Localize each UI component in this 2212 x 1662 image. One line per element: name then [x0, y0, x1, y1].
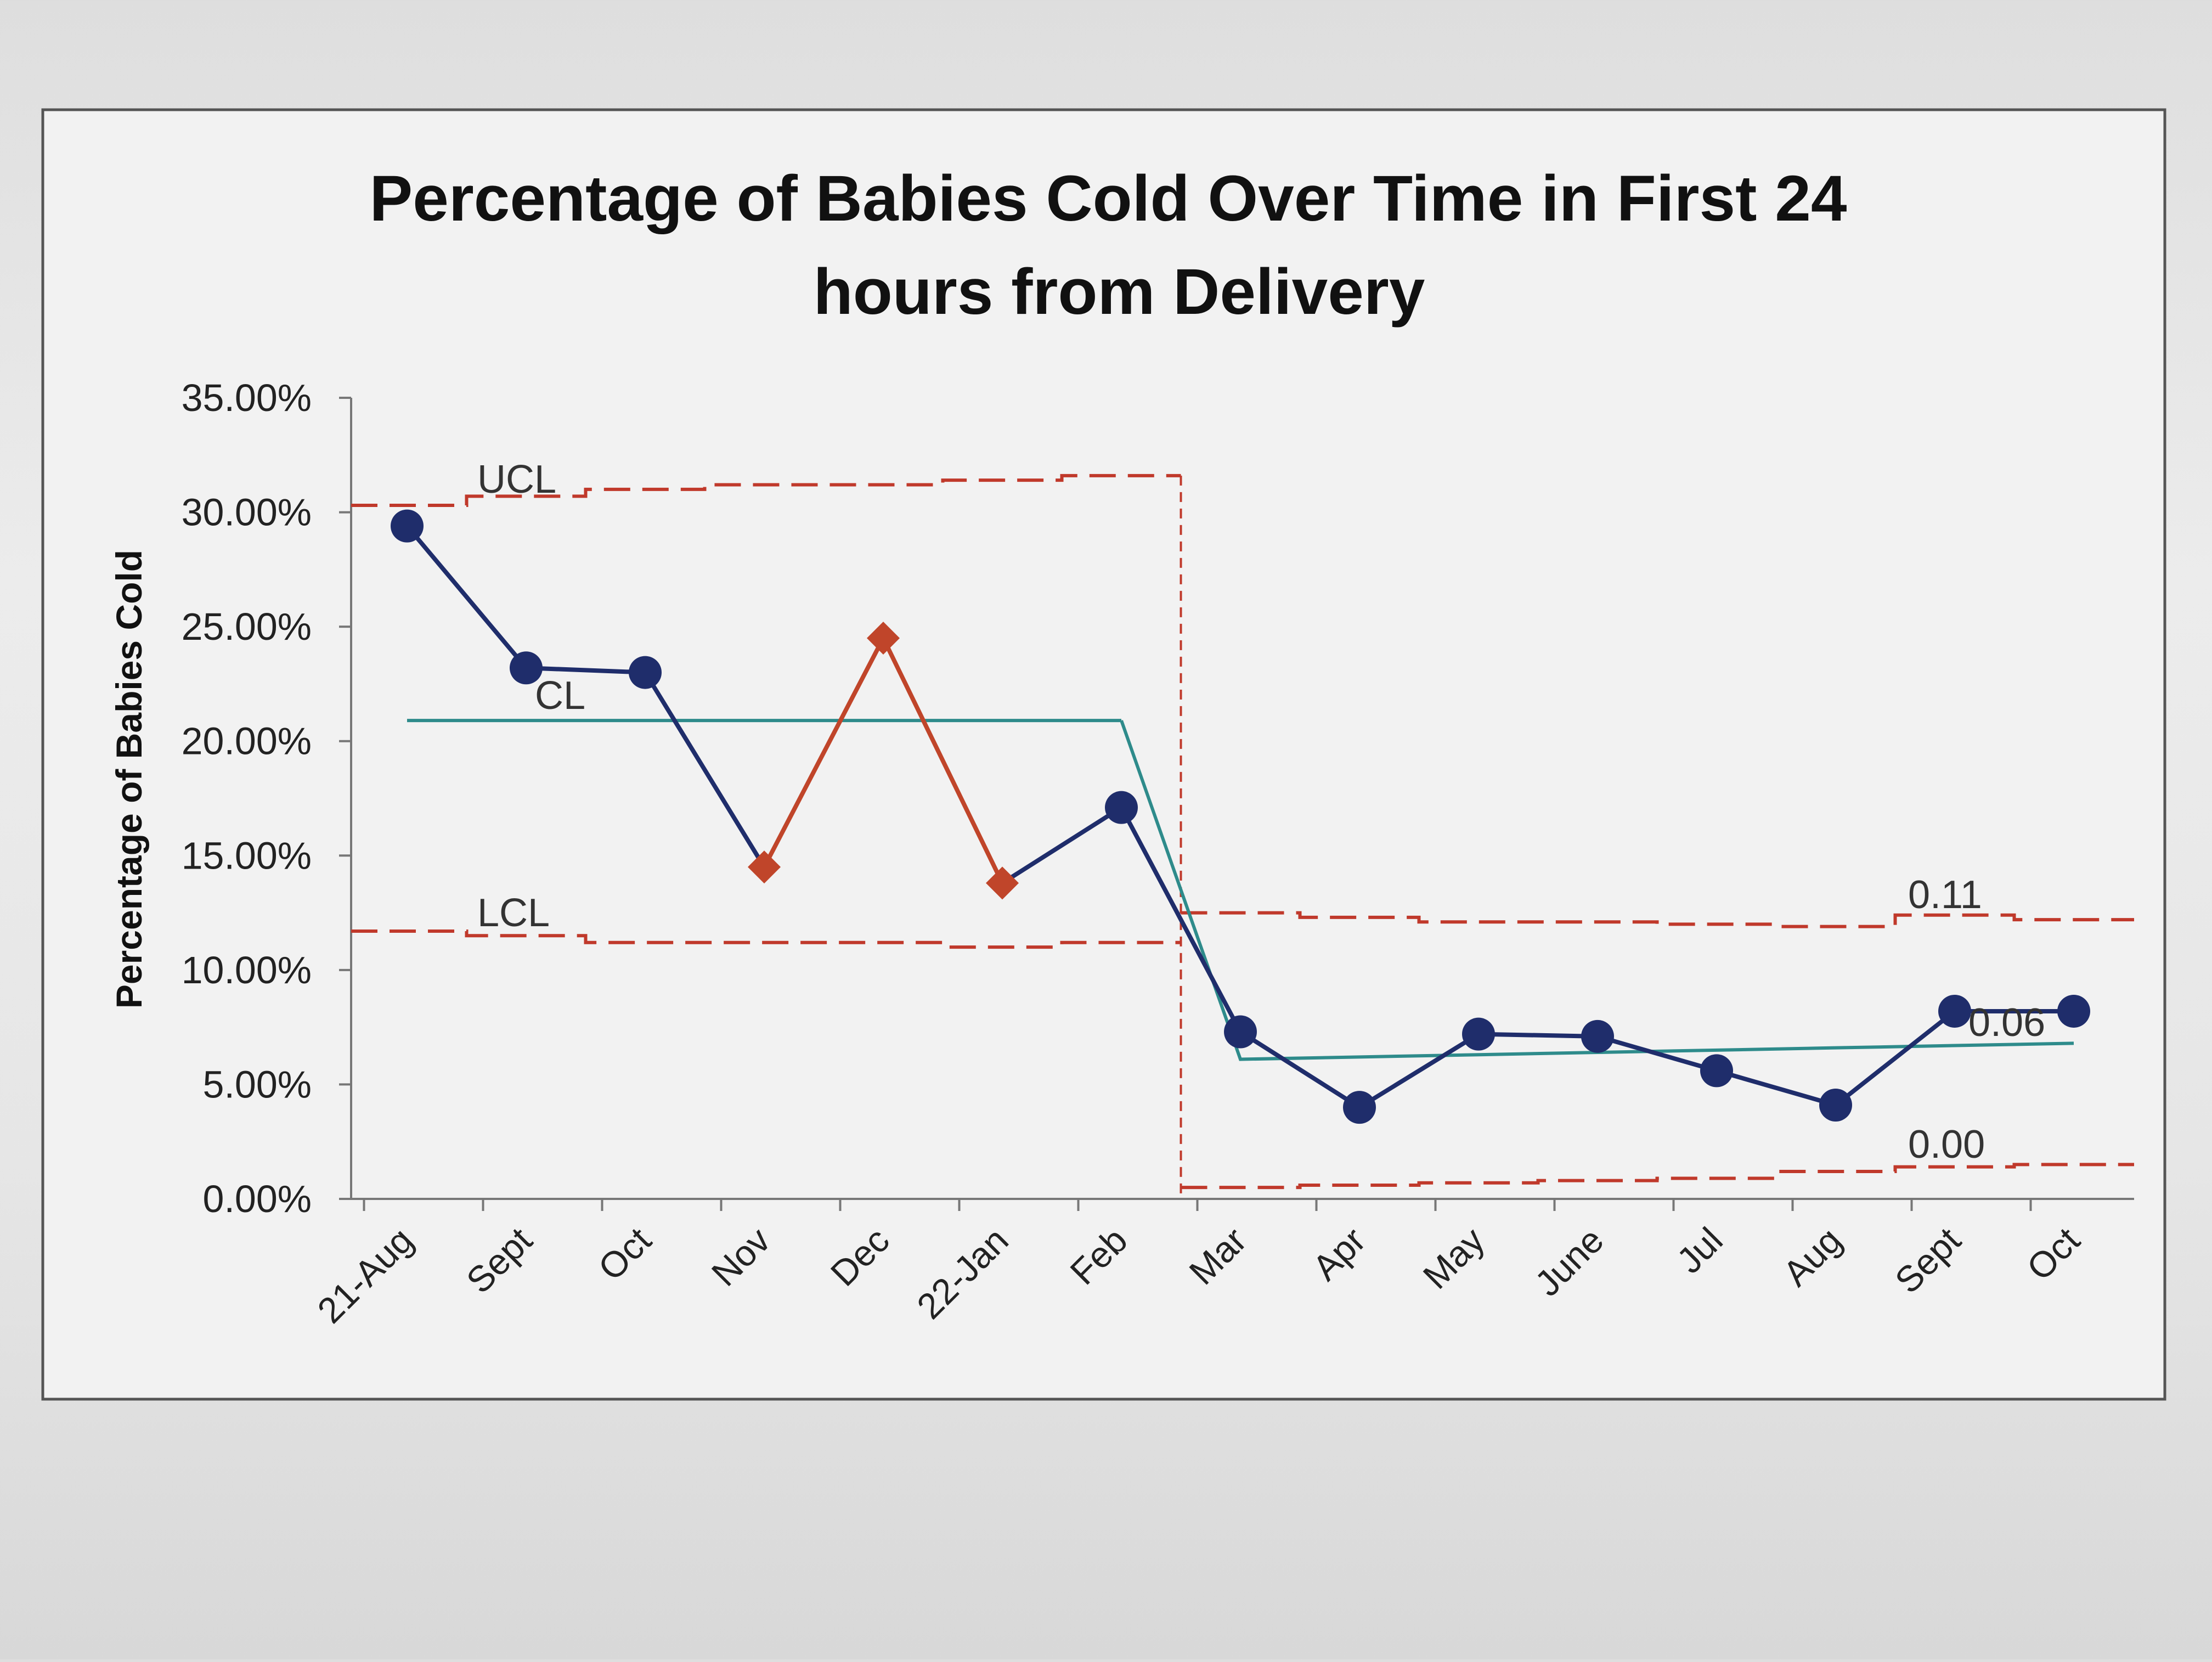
ucl-line-phase2	[1181, 911, 2134, 928]
y-tick-label: 20.00%	[182, 720, 312, 763]
data-point-special-cause	[867, 622, 900, 655]
y-tick-label: 5.00%	[203, 1063, 312, 1106]
series-segment	[643, 670, 766, 870]
ucl-label: UCL	[477, 458, 556, 502]
y-tick-label: 25.00%	[182, 605, 312, 648]
data-point	[1224, 1015, 1257, 1049]
series-segment	[524, 666, 647, 675]
lcl-line-phase2	[1181, 1163, 2134, 1190]
series-segment	[1119, 805, 1243, 1034]
data-point	[510, 651, 543, 685]
data-point	[1700, 1054, 1733, 1088]
cl-label: CL	[535, 674, 585, 718]
chart-area	[41, 108, 2166, 1401]
chart-title-line2: hours from Delivery	[814, 256, 1425, 328]
data-point-special-cause	[748, 850, 781, 884]
lower-limit-value-label: 0.00	[1908, 1123, 1985, 1167]
series-segment	[405, 523, 528, 671]
data-point	[1938, 994, 1971, 1028]
data-point	[1819, 1088, 1852, 1122]
series-segment	[1833, 1009, 1957, 1107]
data-point	[391, 509, 424, 543]
data-point	[1105, 791, 1138, 824]
series-segment	[1357, 1032, 1481, 1110]
data-point	[1462, 1017, 1495, 1051]
chart-title-line1: Percentage of Babies Cold Over Time in F…	[369, 162, 1847, 235]
series-segment	[1595, 1034, 1719, 1073]
series-segment	[1000, 805, 1124, 886]
series-segment	[1714, 1068, 1838, 1107]
data-point	[1581, 1019, 1614, 1053]
series-segment	[762, 636, 885, 870]
y-tick-label: 15.00%	[182, 834, 312, 877]
ucl-line-phase1	[351, 474, 1181, 508]
y-tick-label: 0.00%	[203, 1178, 312, 1220]
y-tick-label: 10.00%	[182, 949, 312, 991]
y-tick-label: 30.00%	[182, 491, 312, 534]
series-segment	[1238, 1029, 1362, 1110]
y-axis-title: Percentage of Babies Cold	[109, 550, 149, 1009]
lcl-line-phase1	[351, 929, 1181, 949]
y-tick-label: 35.00%	[182, 376, 312, 419]
data-point	[629, 656, 662, 689]
upper-limit-value-label: 0.11	[1908, 873, 1982, 917]
series-segment	[881, 636, 1005, 886]
data-point-special-cause	[986, 866, 1019, 900]
series-segment	[1476, 1032, 1600, 1039]
center-line-value-label: 0.06	[1968, 1001, 2045, 1045]
data-point	[2057, 994, 2090, 1028]
data-point	[1343, 1091, 1376, 1124]
lcl-label: LCL	[477, 891, 550, 935]
